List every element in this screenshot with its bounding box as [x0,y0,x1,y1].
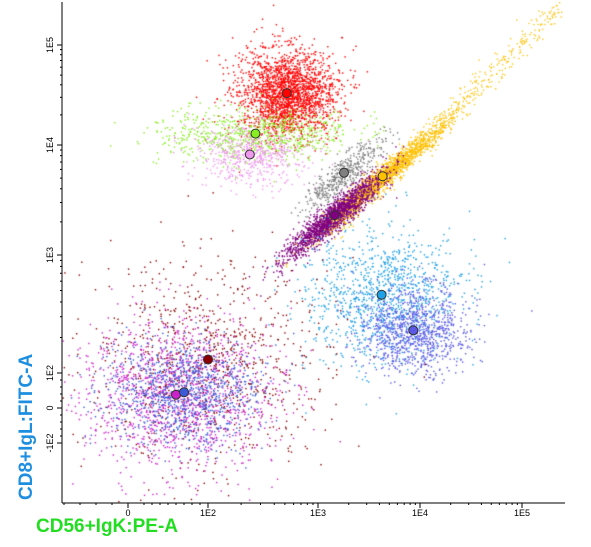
population-centroids [171,88,419,400]
centroid-marker [250,128,261,139]
x-tick-label: 1E2 [200,508,216,518]
y-tick-label: 0 [45,405,55,410]
y-tick-label: 1E5 [45,37,55,53]
y-tick-label: 1E3 [45,247,55,263]
axes: 0 1E2 1E3 1E4 1E5 -1E2 0 1E2 1E3 1E4 1E5 [45,2,565,518]
centroid-marker [179,387,189,398]
centroid-marker [203,354,213,365]
centroid-marker [244,149,255,160]
centroid-marker [408,325,419,336]
y-tick-label: 1E4 [45,137,55,153]
x-tick-label: 1E4 [412,508,428,518]
centroid-marker [281,88,292,99]
centroid-marker [339,167,350,178]
centroid-marker [377,171,388,182]
centroid-marker [376,289,387,300]
x-tick-label: 0 [125,508,130,518]
y-axis-title: CD8+IgL:FITC-A [16,353,37,500]
centroid-marker [329,210,340,221]
x-axis-title: CD56+IgK:PE-A [36,516,178,537]
y-tick-label: -1E2 [45,433,55,452]
y-tick-label: 1E2 [45,365,55,381]
x-tick-label: 1E5 [514,508,530,518]
x-tick-label: 1E3 [310,508,326,518]
